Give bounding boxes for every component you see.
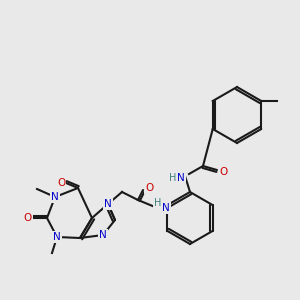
Text: O: O xyxy=(219,167,227,177)
Text: H: H xyxy=(169,173,177,183)
Text: N: N xyxy=(99,230,107,240)
Text: O: O xyxy=(57,178,65,188)
Text: H: H xyxy=(154,198,162,208)
Text: O: O xyxy=(24,213,32,223)
Text: N: N xyxy=(104,199,112,209)
Text: N: N xyxy=(177,173,185,183)
Text: N: N xyxy=(51,192,59,202)
Text: N: N xyxy=(162,203,170,213)
Text: O: O xyxy=(145,183,153,193)
Text: N: N xyxy=(53,232,61,242)
